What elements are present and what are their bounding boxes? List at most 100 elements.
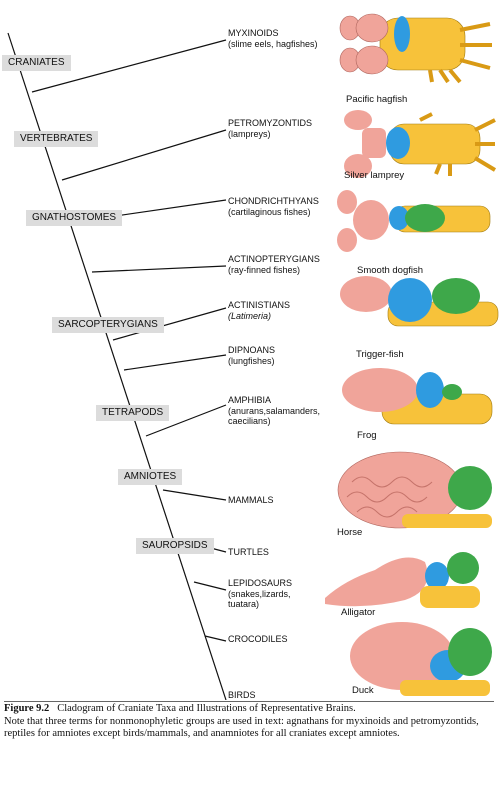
branch-actinopterygians (91, 265, 227, 273)
telencephalon (340, 276, 392, 312)
taxon-name: CHONDRICHTHYANS (228, 196, 319, 206)
cerebellum (432, 278, 480, 314)
tectum (386, 127, 410, 159)
taxon-lepidosaurs: LEPIDOSAURS (snakes,lizards, tuatara) (228, 578, 292, 610)
cortex-folds (346, 476, 433, 518)
taxon-name: LEPIDOSAURS (228, 578, 293, 588)
cerebellum (405, 204, 445, 232)
telencephalon (344, 110, 372, 130)
taxon-birds: BIRDS (228, 690, 256, 701)
cerebellum (442, 384, 462, 400)
taxon-actinistians: ACTINISTIANS (Latimeria) (228, 300, 290, 321)
caption-divider (4, 701, 494, 702)
taxon-actinopterygians: ACTINOPTERYGIANS (ray-finned fishes) (228, 254, 320, 275)
tectum (394, 16, 410, 52)
tectum (416, 372, 444, 408)
branch-petromyzontids (61, 129, 227, 181)
olfactory-bulb (337, 228, 357, 252)
branch-myxinoids (31, 39, 227, 93)
taxon-sub2: caecilians) (228, 416, 271, 426)
brain-caption-alligator: Alligator (341, 607, 376, 618)
taxon-crocodiles: CROCODILES (228, 634, 288, 645)
brain-caption-horse: Horse (337, 527, 363, 538)
taxon-turtles: TURTLES (228, 547, 269, 558)
cladogram-tree (7, 13, 499, 700)
brain-caption-duck: Duck (352, 685, 374, 696)
telencephalon (325, 557, 428, 607)
brain-caption-frog: Frog (357, 430, 377, 441)
tectum (388, 278, 432, 322)
branch-actinistians (112, 307, 227, 341)
brain-triggerfish (340, 276, 499, 327)
cranial-nerves (428, 22, 492, 84)
branch-dipnoans (123, 354, 227, 371)
taxon-name: PETROMYZONTIDS (228, 118, 313, 128)
telencephalon (344, 154, 372, 178)
taxon-sub2: tuatara) (228, 599, 260, 609)
branch-lepidosaurs (193, 581, 227, 591)
cranial-nerves (419, 112, 497, 176)
branch-mammals (162, 489, 227, 501)
taxon-name: ACTINISTIANS (228, 300, 291, 310)
telencephalon (362, 128, 386, 158)
taxon-name: AMPHIBIA (228, 395, 272, 405)
taxon-amphibia: AMPHIBIA (anurans,salamanders, caecilian… (228, 395, 320, 427)
brain-caption-hagfish: Pacific hagfish (346, 94, 408, 105)
taxon-sub: (ray-finned fishes) (228, 264, 301, 275)
brain-hagfish (339, 13, 492, 84)
brain-horse (337, 451, 492, 529)
taxon-sub: (slime eels, hagfishes) (228, 38, 318, 49)
cerebellum (447, 552, 479, 584)
taxon-sub: (Latimeria) (228, 310, 272, 321)
brain-stem-shape (379, 17, 466, 71)
telencephalon (355, 45, 389, 75)
taxon-name: TURTLES (228, 547, 269, 557)
brain-stem-shape (400, 680, 490, 696)
brain-duck (350, 622, 492, 696)
telencephalon (353, 200, 389, 240)
telencephalon (355, 13, 389, 43)
taxon-name: MAMMALS (228, 495, 274, 505)
figure-note: Note that three terms for nonmonophyleti… (4, 715, 479, 740)
cerebellum (448, 628, 492, 676)
taxon-sub: (anurans,salamanders, (228, 405, 321, 416)
taxon-mammals: MAMMALS (228, 495, 274, 506)
taxon-name: DIPNOANS (228, 345, 276, 355)
taxon-sub: (lampreys) (228, 128, 271, 139)
node-tetrapods: TETRAPODS (96, 405, 170, 421)
brain-dogfish (337, 190, 491, 252)
taxon-chondrichthyans: CHONDRICHTHYANS (cartilaginous fishes) (228, 196, 319, 217)
brain-stem-shape (402, 514, 492, 528)
taxon-dipnoans: DIPNOANS (lungfishes) (228, 345, 275, 366)
taxon-petromyzontids: PETROMYZONTIDS (lampreys) (228, 118, 312, 139)
brain-caption-dogfish: Smooth dogfish (357, 265, 424, 276)
taxon-sub: (cartilaginous fishes) (228, 206, 311, 217)
brain-stem-shape (420, 586, 480, 608)
brain-caption-lamprey: Silver lamprey (344, 170, 405, 181)
taxon-sub: (snakes,lizards, (228, 588, 291, 599)
figure-number: Figure 9.2 (4, 703, 50, 714)
olfactory-bulb (337, 190, 357, 214)
brain-frog (342, 368, 493, 425)
branch-amphibia (145, 404, 227, 437)
brain-caption-triggerfish: Trigger-fish (356, 349, 404, 360)
cerebellum (448, 466, 492, 510)
node-craniates: CRANIATES (2, 55, 71, 71)
brain-alligator (325, 552, 480, 608)
figure-title: Cladogram of Craniate Taxa and Illustrat… (57, 703, 356, 714)
taxon-name: BIRDS (228, 690, 256, 700)
node-vertebrates: VERTEBRATES (14, 131, 99, 147)
brain-lamprey (344, 110, 497, 178)
node-sauropsids: SAUROPSIDS (136, 538, 214, 554)
node-sarcopterygians: SARCOPTERYGIANS (52, 317, 164, 333)
taxon-name: MYXINOIDS (228, 28, 279, 38)
taxon-myxinoids: MYXINOIDS (slime eels, hagfishes) (228, 28, 318, 49)
branch-crocodiles (204, 635, 227, 642)
tectum (389, 206, 409, 230)
telencephalon (350, 622, 454, 690)
figure-caption: Figure 9.2 Cladogram of Craniate Taxa an… (4, 703, 494, 741)
node-gnathostomes: GNATHOSTOMES (26, 210, 123, 226)
telencephalon (342, 368, 418, 412)
taxon-name: CROCODILES (228, 634, 288, 644)
